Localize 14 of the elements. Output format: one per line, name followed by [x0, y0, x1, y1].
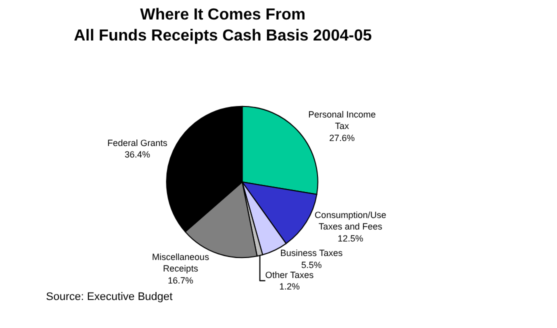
slice-label: Miscellaneous Receipts	[152, 252, 210, 274]
data-label: 12.5%	[338, 233, 364, 244]
data-label: 5.5%	[301, 260, 322, 270]
slice-label: Federal Grants	[107, 138, 168, 148]
data-label: 36.4%	[124, 150, 150, 160]
source-note: Source: Executive Budget	[46, 291, 173, 303]
chart-title: Where It Comes From All Funds Receipts Cash Basis 2004-05	[74, 6, 372, 44]
slice-label: Personal Income Tax	[308, 109, 376, 132]
data-label: 1.2%	[279, 282, 300, 292]
slice-label: Consumption/Use Taxes and Fees	[314, 210, 386, 232]
slice-label: Business Taxes	[280, 248, 344, 258]
data-label: 27.6%	[329, 132, 355, 143]
slice-label: Other Taxes	[265, 270, 314, 280]
data-label: 16.7%	[168, 275, 194, 286]
